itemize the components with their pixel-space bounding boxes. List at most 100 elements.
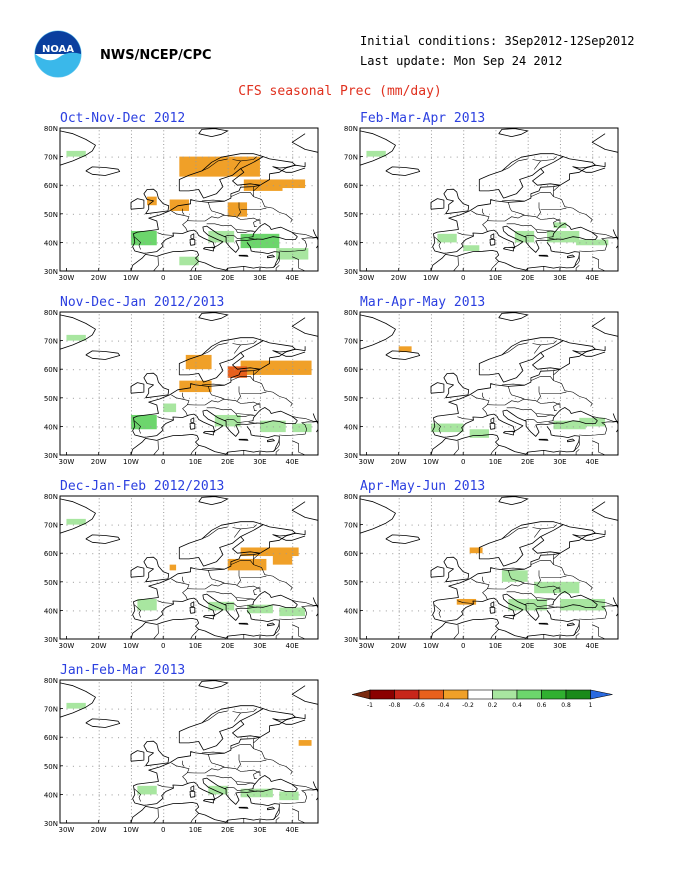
lat-tick-label: 60N	[44, 182, 58, 190]
anomaly-cell	[240, 360, 312, 375]
anomaly-cell	[579, 417, 606, 427]
lon-tick-label: 10E	[189, 826, 202, 834]
lat-tick-label: 30N	[344, 452, 358, 460]
lon-tick-label: 30W	[59, 274, 75, 282]
lon-tick-label: 10E	[189, 274, 202, 282]
lon-tick-label: 10W	[123, 826, 139, 834]
anomaly-cell	[66, 702, 86, 709]
page-title: CFS seasonal Prec (mm/day)	[238, 84, 442, 99]
lat-tick-label: 40N	[44, 791, 58, 799]
lat-tick-label: 60N	[44, 550, 58, 558]
anomaly-cell	[227, 558, 267, 571]
coastlines	[60, 496, 318, 639]
lon-tick-label: 30E	[253, 826, 266, 834]
anomaly-cell	[292, 423, 312, 433]
lon-tick-label: 30E	[253, 274, 266, 282]
lat-tick-label: 30N	[44, 268, 58, 276]
anomaly-cell	[463, 245, 480, 251]
lon-tick-label: 20E	[521, 274, 534, 282]
graticule	[60, 314, 313, 453]
anomaly-cell	[469, 547, 483, 554]
lon-tick-label: 10W	[123, 642, 139, 650]
lat-tick-label: 50N	[44, 763, 58, 771]
lon-tick-label: 10E	[189, 458, 202, 466]
map-frame	[59, 311, 319, 456]
lon-tick-label: 40E	[586, 274, 599, 282]
colorbar-tick-label: -1	[367, 702, 373, 709]
lat-tick-label: 50N	[344, 395, 358, 403]
anomaly-cell	[437, 233, 457, 243]
anomaly-cell	[179, 256, 199, 266]
coastlines	[360, 128, 618, 271]
lon-tick-label: 10E	[489, 458, 502, 466]
lon-tick-label: 10W	[423, 274, 439, 282]
coastlines	[60, 128, 318, 271]
map-frame	[359, 127, 619, 272]
colorbar-bin	[467, 689, 493, 700]
anomaly-cell	[137, 598, 157, 611]
graticule	[360, 130, 613, 269]
lat-tick-label: 30N	[344, 268, 358, 276]
anomaly-cell	[501, 570, 528, 582]
anomaly-cell	[430, 423, 464, 433]
anomaly-cell	[130, 230, 157, 246]
borders	[434, 156, 618, 271]
colorbar-bin	[418, 689, 444, 700]
lon-tick-label: 20W	[91, 274, 107, 282]
anomaly-cell	[547, 230, 580, 243]
borders	[134, 340, 318, 455]
lat-tick-label: 80N	[44, 493, 58, 501]
colorbar-bin	[394, 689, 420, 700]
lon-tick-label: 20W	[91, 826, 107, 834]
anomaly-cell	[66, 334, 86, 341]
anomaly-cell	[553, 420, 586, 430]
lon-tick-label: 30E	[253, 458, 266, 466]
anomaly-cell	[66, 150, 86, 157]
lon-tick-label: 20W	[391, 458, 407, 466]
colorbar-tick-label: -0.6	[413, 702, 425, 709]
lon-tick-label: 40E	[286, 274, 299, 282]
colorbar-bin	[541, 689, 567, 700]
lat-tick-label: 60N	[44, 366, 58, 374]
lon-tick-label: 40E	[286, 826, 299, 834]
borders	[134, 524, 318, 639]
last-update: Last update: Mon Sep 24 2012	[360, 54, 563, 68]
anomaly-cell	[227, 202, 248, 217]
colorbar-tick-label: -0.2	[462, 702, 474, 709]
lon-tick-label: 0	[161, 458, 165, 466]
lat-tick-label: 70N	[44, 706, 58, 714]
lat-tick-label: 50N	[344, 579, 358, 587]
graticule	[60, 130, 313, 269]
lat-tick-label: 70N	[344, 522, 358, 530]
lon-tick-label: 10W	[423, 642, 439, 650]
lon-tick-label: 30W	[59, 642, 75, 650]
lon-tick-label: 20E	[521, 458, 534, 466]
colorbar-tick-label: -0.4	[438, 702, 450, 709]
lon-tick-label: 0	[461, 458, 465, 466]
borders	[134, 708, 318, 823]
borders	[134, 156, 318, 271]
panel-title-fma: Feb-Mar-Apr 2013	[360, 111, 486, 126]
anomaly-cell	[163, 403, 177, 413]
anomaly-cell	[298, 740, 312, 746]
anomaly-cell	[208, 601, 235, 611]
colorbar-tick-label: 0.8	[561, 702, 571, 709]
panel-title-mam: Mar-Apr-May 2013	[360, 295, 486, 310]
lon-tick-label: 20W	[391, 274, 407, 282]
lon-tick-label: 20W	[391, 642, 407, 650]
panel-title-jfm: Jan-Feb-Mar 2013	[60, 663, 186, 678]
colorbar-bin	[516, 689, 542, 700]
lon-tick-label: 0	[161, 826, 165, 834]
anomaly-cell	[469, 429, 489, 438]
anomaly-cell	[214, 414, 241, 427]
anomaly-cell	[559, 598, 606, 611]
lon-tick-label: 20E	[221, 642, 234, 650]
colorbar-bin	[369, 689, 395, 700]
colorbar-tick-label: 0.6	[537, 702, 547, 709]
lat-tick-label: 40N	[344, 239, 358, 247]
lon-tick-label: 20W	[91, 642, 107, 650]
graticule	[60, 498, 313, 637]
